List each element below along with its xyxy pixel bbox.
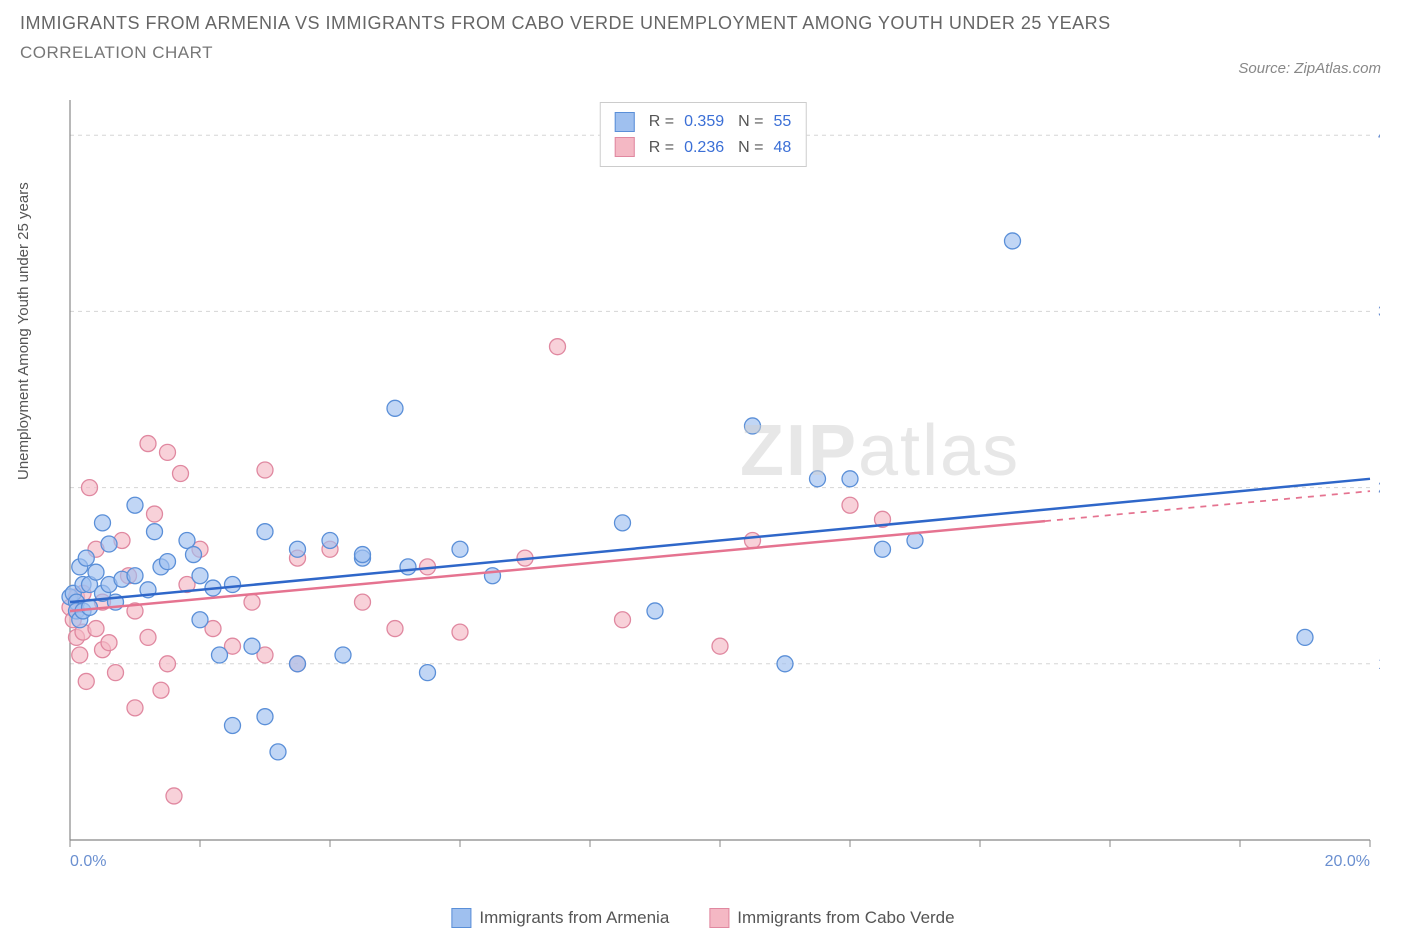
legend-label: Immigrants from Cabo Verde (737, 908, 954, 928)
chart-title-block: IMMIGRANTS FROM ARMENIA VS IMMIGRANTS FR… (20, 10, 1386, 63)
n-label: N = (738, 135, 763, 161)
stats-row-caboverde: R = 0.236 N = 48 (615, 135, 792, 161)
scatter-chart: 10.0% 20.0% 30.0% 40.0% 0.0% 20.0% (60, 100, 1380, 880)
r-label: R = (649, 109, 674, 135)
n-label: N = (738, 109, 763, 135)
legend-label: Immigrants from Armenia (479, 908, 669, 928)
swatch-caboverde (709, 908, 729, 928)
legend-item-caboverde: Immigrants from Cabo Verde (709, 908, 954, 928)
swatch-armenia (451, 908, 471, 928)
n-value: 48 (773, 135, 791, 161)
svg-text:40.0%: 40.0% (1378, 127, 1380, 144)
correlation-stats-legend: R = 0.359 N = 55 R = 0.236 N = 48 (600, 102, 807, 167)
svg-text:0.0%: 0.0% (70, 853, 106, 870)
chart-plot-area: 10.0%20.0%30.0%40.0%0.0%20.0% ZIPatlas (60, 100, 1380, 880)
legend-item-armenia: Immigrants from Armenia (451, 908, 669, 928)
chart-subtitle: CORRELATION CHART (20, 43, 1386, 63)
r-value: 0.359 (684, 109, 724, 135)
r-label: R = (649, 135, 674, 161)
n-value: 55 (773, 109, 791, 135)
svg-text:30.0%: 30.0% (1378, 303, 1380, 320)
swatch-armenia (615, 112, 635, 132)
y-axis-label: Unemployment Among Youth under 25 years (15, 182, 32, 480)
source-name: ZipAtlas.com (1294, 60, 1381, 77)
swatch-caboverde (615, 137, 635, 157)
r-value: 0.236 (684, 135, 724, 161)
svg-text:10.0%: 10.0% (1378, 656, 1380, 673)
svg-text:20.0%: 20.0% (1378, 480, 1380, 497)
chart-title: IMMIGRANTS FROM ARMENIA VS IMMIGRANTS FR… (20, 10, 1386, 37)
svg-text:20.0%: 20.0% (1325, 853, 1370, 870)
source-prefix: Source: (1238, 60, 1294, 77)
source-attribution: Source: ZipAtlas.com (1238, 60, 1381, 77)
series-legend: Immigrants from Armenia Immigrants from … (451, 908, 954, 928)
stats-row-armenia: R = 0.359 N = 55 (615, 109, 792, 135)
